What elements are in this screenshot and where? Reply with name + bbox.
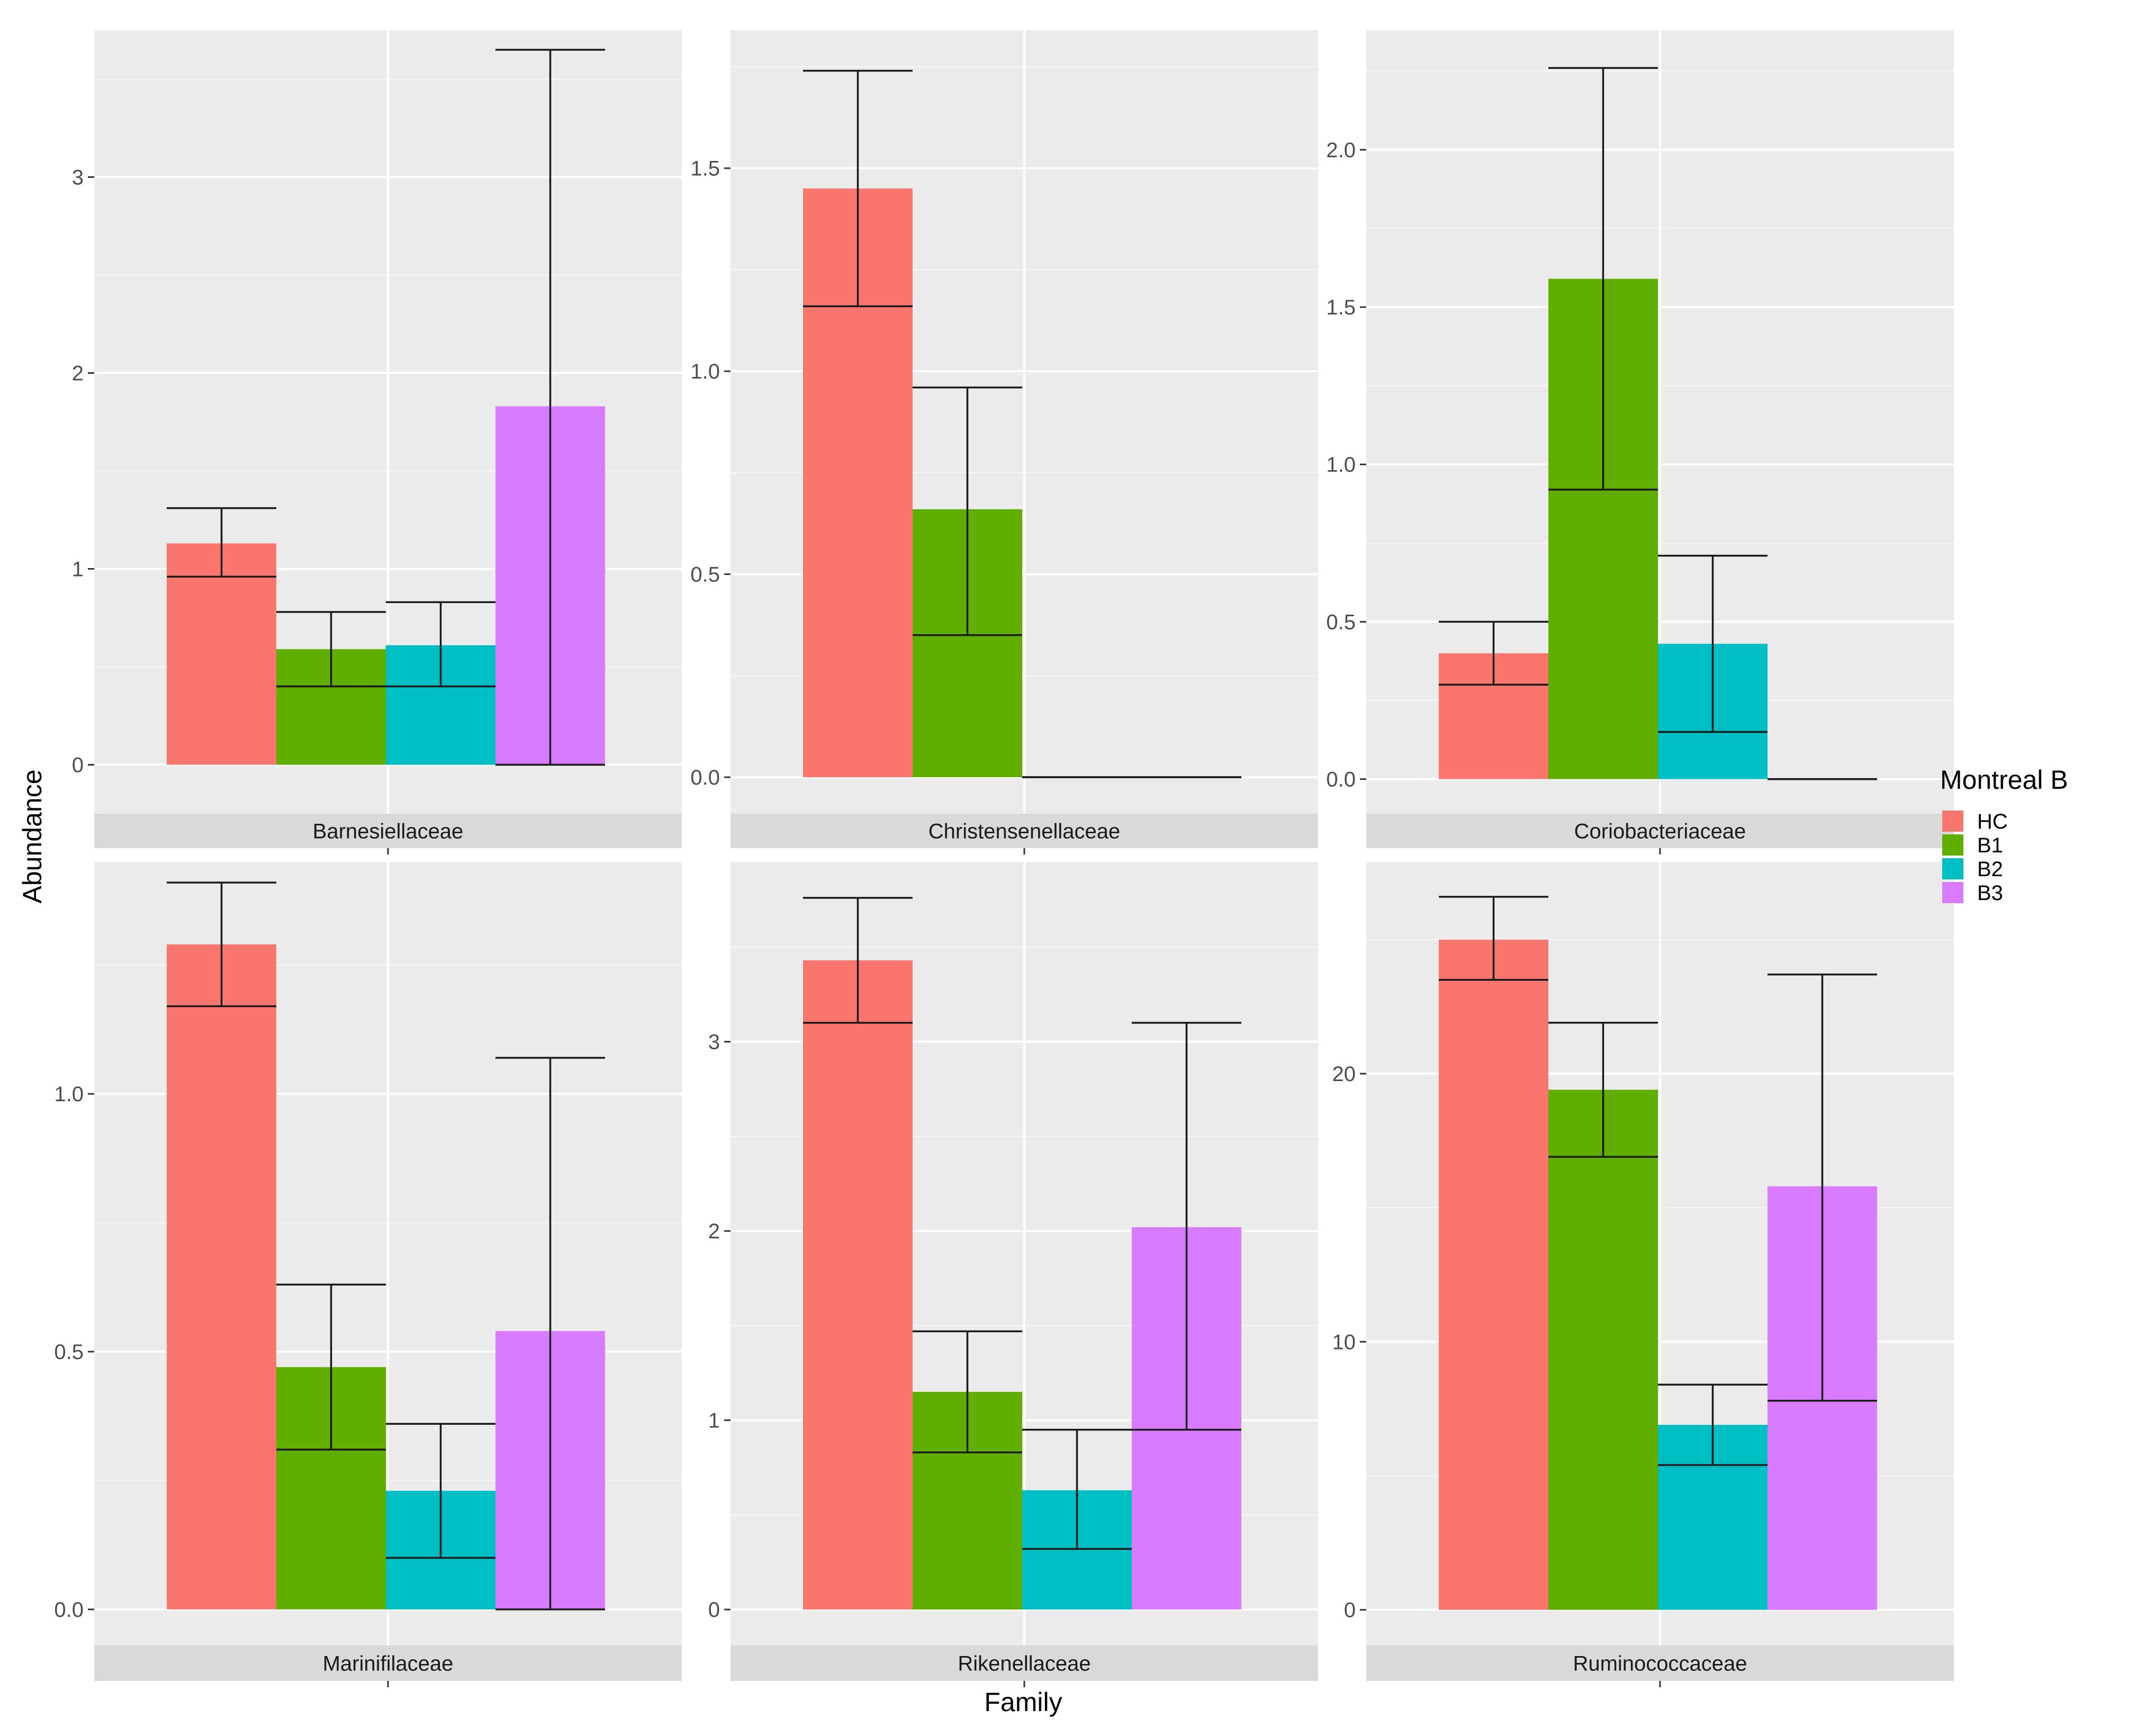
error-bar-hc (167, 507, 276, 578)
y-tick-label: 2 (708, 1220, 720, 1243)
facet-strip (731, 1645, 1318, 1681)
error-bar-hc (1439, 896, 1548, 981)
legend-key (1942, 858, 1963, 879)
facet-strip (94, 814, 682, 848)
y-tick-label: 0.0 (1326, 768, 1356, 791)
y-tick-label: 2 (72, 362, 84, 385)
facet-strip-label: Coriobacteriaceae (1574, 820, 1746, 843)
facet-strip-label: Ruminococcaceae (1573, 1652, 1747, 1676)
panel-barnesiellaceae: 0 1 2 3 Barnesiellaceae (72, 30, 682, 854)
error-bar-b1 (276, 1283, 386, 1451)
legend-title: Montreal B (1940, 765, 2068, 795)
facet-strip-label: Marinifilaceae (323, 1652, 454, 1676)
facet-strip-label: Christensenellaceae (928, 820, 1120, 843)
y-tick-label: 0.5 (54, 1341, 84, 1364)
legend-key (1942, 811, 1963, 832)
facet-strip-label: Barnesiellaceae (313, 820, 464, 843)
error-bar-b2 (386, 601, 495, 688)
error-bar-b3 (495, 49, 605, 766)
facet-strip-label: Rikenellaceae (958, 1652, 1090, 1676)
error-bar-hc (167, 882, 276, 1008)
error-bar-b1 (276, 611, 386, 688)
legend-label: HC (1977, 810, 2008, 833)
bar-hc (803, 960, 913, 1610)
legend-label: B1 (1977, 834, 2003, 857)
panel-christensenellaceae: 0.0 0.5 1.0 1.5 Christensenellaceae (690, 30, 1318, 854)
y-tick-label: 0.0 (690, 766, 720, 789)
error-bar-b1 (913, 386, 1022, 636)
legend-key (1942, 834, 1963, 856)
legend-label: B2 (1977, 858, 2003, 881)
error-bar-b2 (386, 1423, 495, 1559)
facet-strip (1366, 814, 1954, 848)
error-bar-b2 (1658, 554, 1768, 733)
error-bar-b2 (1658, 1383, 1768, 1466)
legend-item-b2: B2 (1942, 858, 2003, 881)
legend-item-b1: B1 (1942, 834, 2003, 857)
y-tick-label: 0.5 (690, 563, 720, 587)
bar-hc (167, 944, 276, 1609)
bar-hc (167, 543, 276, 765)
y-tick-label: 1.5 (690, 157, 720, 181)
y-tick-label: 0 (1344, 1599, 1356, 1622)
error-bar-hc (803, 69, 913, 308)
error-bar-b3 (1768, 973, 1877, 1402)
facet-strip (731, 814, 1318, 848)
y-tick-label: 20 (1332, 1063, 1356, 1086)
legend-label: B3 (1977, 882, 2003, 905)
y-tick-label: 1 (708, 1409, 720, 1433)
panel-marinifilaceae: 0.0 0.5 1.0 Marinifilaceae (54, 862, 682, 1687)
y-tick-label: 3 (708, 1031, 720, 1054)
y-tick-label: 0 (72, 754, 84, 777)
error-bar-b3 (1132, 1022, 1241, 1431)
error-bar-b2 (1022, 1428, 1132, 1550)
legend-item-hc: HC (1942, 810, 2008, 833)
panel-rikenellaceae: 0 1 2 3 Rikenellaceae (708, 862, 1318, 1687)
bar-hc (1439, 939, 1548, 1610)
y-tick-label: 1.5 (1326, 296, 1356, 319)
bar-b1 (1548, 1090, 1658, 1610)
error-bar-b1 (913, 1330, 1022, 1454)
panel-ruminococcaceae: 0 10 20 Ruminococcaceae (1332, 862, 1954, 1687)
error-bar-b3 (495, 1057, 605, 1611)
error-bar-hc (1439, 620, 1548, 686)
y-tick-label: 0 (708, 1598, 720, 1622)
legend-item-b3: B3 (1942, 882, 2003, 905)
error-bar-hc (803, 897, 913, 1024)
y-tick-label: 1.0 (690, 360, 720, 383)
y-tick-label: 1 (72, 558, 84, 581)
y-tick-label: 0.0 (54, 1598, 84, 1622)
y-tick-label: 1.0 (54, 1083, 84, 1106)
facet-strip (1366, 1645, 1954, 1681)
legend-key (1942, 882, 1963, 903)
y-tick-label: 1.0 (1326, 453, 1356, 476)
y-tick-label: 10 (1332, 1330, 1356, 1354)
error-bar-b1 (1548, 67, 1658, 491)
panels-layer: 0 1 2 3 Barnesiellaceae 0.0 0.5 1.0 1.5 Christens… (54, 30, 1954, 1687)
x-axis-title: Family (984, 1687, 1062, 1717)
facet-strip (94, 1645, 682, 1681)
y-tick-label: 2.0 (1326, 139, 1356, 162)
y-tick-label: 0.5 (1326, 610, 1356, 634)
y-tick-label: 3 (72, 166, 84, 190)
panel-coriobacteriaceae: 0.0 0.5 1.0 1.5 2.0 Coriobacteriaceae (1326, 30, 1954, 854)
error-bar-b1 (1548, 1022, 1658, 1158)
y-axis-title: Abundance (17, 769, 47, 903)
